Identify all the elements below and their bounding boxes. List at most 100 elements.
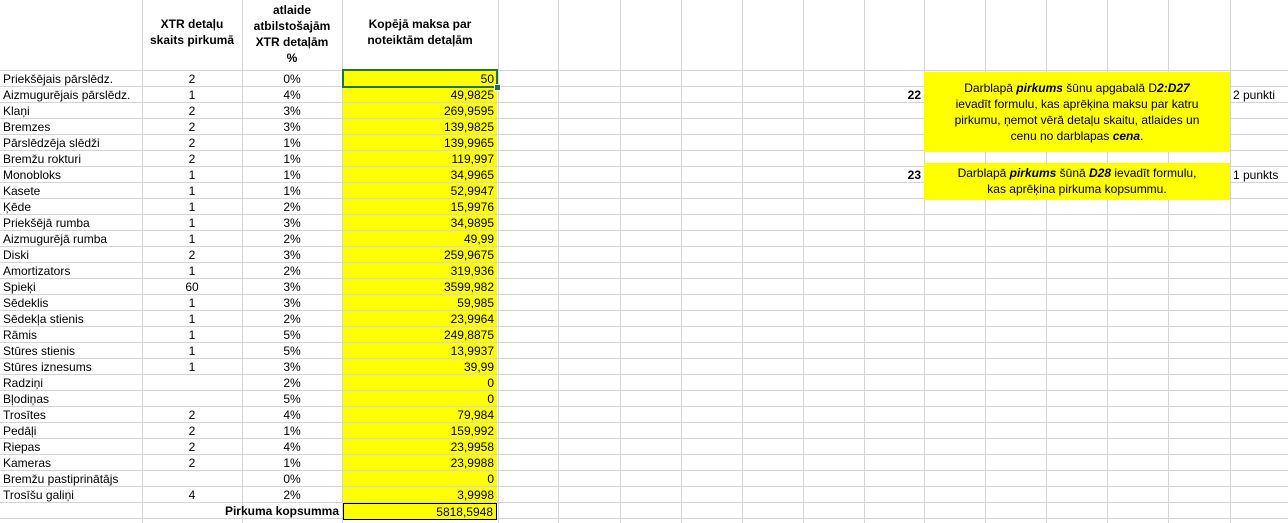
discount-cell[interactable]: 3% [283, 248, 301, 262]
price-cell[interactable]: 34,9965 [343, 167, 497, 182]
part-name-cell[interactable]: Aizmugurējā rumba [3, 232, 108, 246]
quantity-cell[interactable]: 1 [188, 200, 196, 214]
part-name-cell[interactable]: Amortizators [3, 264, 71, 278]
quantity-cell[interactable]: 1 [188, 360, 196, 374]
part-name-cell[interactable]: Diski [3, 248, 29, 262]
price-cell[interactable]: 34,9895 [343, 215, 497, 230]
discount-cell[interactable]: 5% [283, 392, 301, 406]
discount-cell[interactable]: 2% [283, 376, 301, 390]
quantity-cell[interactable] [142, 375, 242, 391]
price-cell[interactable]: 319,936 [343, 263, 497, 278]
part-name-cell[interactable]: Radziņi [3, 376, 44, 390]
fill-handle[interactable] [494, 84, 501, 91]
discount-cell[interactable]: 3% [283, 216, 301, 230]
part-name-cell[interactable]: Klaņi [3, 104, 30, 118]
part-name-cell[interactable]: Pedāļi [3, 424, 37, 438]
discount-cell[interactable]: 3% [283, 280, 301, 294]
part-name-cell[interactable]: Aizmugurējais pārslēdz. [3, 88, 131, 102]
discount-cell[interactable]: 2% [283, 264, 301, 278]
quantity-cell[interactable]: 2 [188, 248, 196, 262]
part-name-cell[interactable]: Bremžu pastiprinātājs [3, 472, 119, 486]
discount-cell[interactable]: 1% [283, 184, 301, 198]
part-name-cell[interactable]: Monobloks [3, 168, 62, 182]
discount-cell[interactable]: 4% [283, 440, 301, 454]
quantity-cell[interactable]: 1 [188, 88, 196, 102]
discount-cell[interactable]: 3% [283, 296, 301, 310]
part-name-cell[interactable]: Rāmis [3, 328, 38, 342]
price-cell[interactable]: 159,992 [343, 423, 497, 438]
total-value[interactable]: 5818,5948 [343, 503, 497, 520]
quantity-cell[interactable]: 4 [188, 488, 196, 502]
quantity-cell[interactable]: 1 [188, 184, 196, 198]
price-cell[interactable]: 3599,982 [343, 279, 497, 294]
price-cell[interactable]: 59,985 [343, 295, 497, 310]
part-name-cell[interactable]: Sēdeklis [3, 296, 49, 310]
part-name-cell[interactable]: Stūres stienis [3, 344, 76, 358]
discount-cell[interactable]: 2% [283, 488, 301, 502]
quantity-cell[interactable]: 1 [188, 168, 196, 182]
price-cell[interactable]: 50 [343, 71, 497, 86]
price-cell[interactable]: 52,9947 [343, 183, 497, 198]
task-22-points[interactable]: 2 punkti [1233, 88, 1276, 102]
quantity-cell[interactable]: 1 [188, 328, 196, 342]
selected-cell[interactable] [342, 69, 498, 88]
discount-cell[interactable]: 1% [283, 424, 301, 438]
header-discount[interactable]: atlaide atbilstošajām XTR detaļām % [242, 2, 342, 66]
discount-cell[interactable]: 2% [283, 200, 301, 214]
part-name-cell[interactable]: Trosītes [3, 408, 46, 422]
task-23-points[interactable]: 1 punkts [1233, 168, 1279, 182]
part-name-cell[interactable]: Kasete [3, 184, 41, 198]
part-name-cell[interactable]: Priekšējā rumba [3, 216, 90, 230]
discount-cell[interactable]: 5% [283, 344, 301, 358]
part-name-cell[interactable]: Stūres iznesums [3, 360, 92, 374]
discount-cell[interactable]: 5% [283, 328, 301, 342]
price-cell[interactable]: 0 [343, 375, 497, 390]
quantity-cell[interactable]: 1 [188, 312, 196, 326]
price-cell[interactable]: 23,9964 [343, 311, 497, 326]
quantity-cell[interactable]: 2 [188, 72, 196, 86]
quantity-cell[interactable]: 2 [188, 424, 196, 438]
price-cell[interactable]: 39,99 [343, 359, 497, 374]
price-cell[interactable]: 249,8875 [343, 327, 497, 342]
discount-cell[interactable]: 0% [283, 72, 301, 86]
part-name-cell[interactable]: Bļodiņas [3, 392, 50, 406]
discount-cell[interactable]: 1% [283, 456, 301, 470]
quantity-cell[interactable]: 2 [188, 152, 196, 166]
task-22-number[interactable]: 22 [907, 88, 921, 102]
total-label[interactable]: Pirkuma kopsumma [224, 504, 339, 518]
part-name-cell[interactable]: Riepas [3, 440, 41, 454]
task-23-number[interactable]: 23 [907, 168, 921, 182]
part-name-cell[interactable]: Spieķi [3, 280, 36, 294]
part-name-cell[interactable]: Bremzes [3, 120, 51, 134]
part-name-cell[interactable]: Trosīšu galiņi [3, 488, 74, 502]
price-cell[interactable]: 119,997 [343, 151, 497, 166]
price-cell[interactable]: 0 [343, 391, 497, 406]
quantity-cell[interactable] [142, 471, 242, 487]
discount-cell[interactable]: 1% [283, 152, 301, 166]
quantity-cell[interactable]: 2 [188, 456, 196, 470]
part-name-cell[interactable]: Bremžu rokturi [3, 152, 82, 166]
price-cell[interactable]: 139,9965 [343, 135, 497, 150]
quantity-cell[interactable] [142, 391, 242, 407]
discount-cell[interactable]: 4% [283, 408, 301, 422]
quantity-cell[interactable]: 1 [188, 296, 196, 310]
discount-cell[interactable]: 3% [283, 104, 301, 118]
quantity-cell[interactable]: 2 [188, 136, 196, 150]
quantity-cell[interactable]: 60 [185, 280, 199, 294]
price-cell[interactable]: 13,9937 [343, 343, 497, 358]
price-cell[interactable]: 49,9825 [343, 87, 497, 102]
quantity-cell[interactable]: 2 [188, 440, 196, 454]
discount-cell[interactable]: 4% [283, 88, 301, 102]
part-name-cell[interactable]: Pārslēdzēja slēdži [3, 136, 100, 150]
discount-cell[interactable]: 3% [283, 120, 301, 134]
price-cell[interactable]: 15,9976 [343, 199, 497, 214]
quantity-cell[interactable]: 1 [188, 232, 196, 246]
price-cell[interactable]: 259,9675 [343, 247, 497, 262]
price-cell[interactable]: 3,9998 [343, 487, 497, 502]
quantity-cell[interactable]: 2 [188, 408, 196, 422]
price-cell[interactable]: 139,9825 [343, 119, 497, 134]
price-cell[interactable]: 49,99 [343, 231, 497, 246]
part-name-cell[interactable]: Priekšējais pārslēdz. [3, 72, 114, 86]
task-23-note[interactable]: Darblapā pirkums šūnā D28 ievadīt formul… [924, 163, 1230, 200]
